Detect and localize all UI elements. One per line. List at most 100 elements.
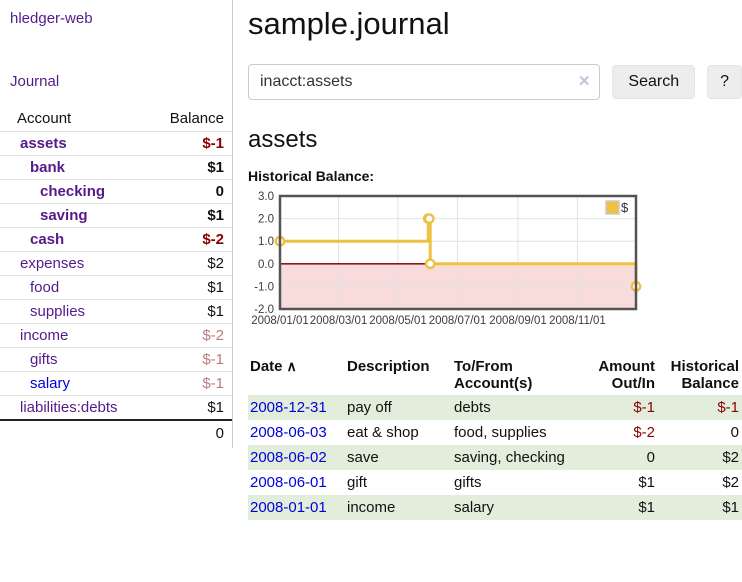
register-amount: 0 [574,445,658,470]
account-row: gifts $-1 [0,347,232,372]
account-balance: $-1 [142,347,232,372]
svg-text:0.0: 0.0 [258,259,274,271]
historical-balance-chart: $3.0 2.0 1.0 0.0 -1.0 -2.0 2008/01/01 2008/03/0… [248,191,644,343]
register-date-cell: 2008-06-01 [248,470,345,495]
account-link-checking[interactable]: checking [40,183,106,200]
account-row: assets $-1 [0,131,232,156]
register-balance: $2 [658,445,742,470]
account-link-supplies[interactable]: supplies [30,303,86,320]
account-link-income[interactable]: income [20,327,69,344]
register-header-tofrom: To/From Account(s) [454,358,533,392]
sidebar: hledger-web Journal Account Balance asse… [0,0,233,448]
svg-text:2008/09/01: 2008/09/01 [489,315,547,327]
search-input[interactable] [248,64,601,100]
svg-text:2.0: 2.0 [258,214,274,226]
account-balance: $-2 [142,227,232,252]
register-amount: $1 [574,495,658,520]
register-description: income [345,495,452,520]
account-row: income $-2 [0,323,232,348]
register-balance: $1 [658,495,742,520]
chart-label: Historical Balance: [248,168,375,184]
register-balance: $2 [722,474,739,491]
transaction-date-link[interactable]: 2008-06-03 [250,424,327,441]
account-row: supplies $1 [0,299,232,324]
svg-text:2008/01/01: 2008/01/01 [251,315,309,327]
accounts-total-spacer [0,419,143,446]
register-accounts: salary [452,495,574,520]
register-header-amount: Amount Out/In [598,358,655,392]
nav-journal-link[interactable]: Journal [10,73,60,90]
account-balance: $-1 [142,131,232,156]
register-row: 2008-01-01 income salary $1 $1 [248,495,742,520]
search-form: ✕ Search ? [248,64,742,100]
register-accounts: debts [452,395,574,420]
page: hledger-web Journal Account Balance asse… [0,0,742,532]
account-balance: $1 [142,299,232,324]
transaction-date-link[interactable]: 2008-06-02 [250,449,327,466]
register-date-cell: 2008-06-03 [248,420,345,445]
account-link-food[interactable]: food [30,279,60,296]
account-link-saving[interactable]: saving [40,207,88,224]
accounts-total-value: 0 [142,419,232,446]
app-title-link[interactable]: hledger-web [10,10,93,27]
account-balance: $-2 [142,323,232,348]
register-amount: $1 [638,474,655,491]
account-row: cash $-2 [0,227,232,252]
register-accounts: gifts [454,474,482,491]
register-header-balance: Historical Balance [670,358,739,392]
account-link-cash[interactable]: cash [30,231,65,248]
register-amount: $-2 [633,424,655,441]
clear-search-icon[interactable]: ✕ [577,73,591,90]
account-link-expenses[interactable]: expenses [20,255,85,272]
search-help-button[interactable]: ? [707,65,742,99]
transaction-date-link[interactable]: 2008-06-01 [250,474,327,491]
account-row: expenses $2 [0,251,232,276]
transaction-date-link[interactable]: 2008-01-01 [250,499,327,516]
register-date-cell: 2008-01-01 [248,495,345,520]
accounts-header-row: Account Balance [0,106,232,132]
register-description: save [345,445,452,470]
account-link-salary[interactable]: salary [30,375,71,392]
account-balance: $-1 [142,371,232,396]
register-balance: 0 [730,424,739,441]
svg-text:2008/03/01: 2008/03/01 [310,315,368,327]
account-heading: assets [248,126,318,153]
account-balance: $1 [142,203,232,228]
register-accounts: food, supplies [454,424,547,441]
register-header-description: Description [347,358,430,375]
register-row: 2008-06-01 gift gifts $1 $2 [248,470,742,495]
register-description: pay off [345,395,452,420]
svg-text:-1.0: -1.0 [254,281,274,293]
transaction-date-link[interactable]: 2008-12-31 [250,399,327,416]
register-description: gift [347,474,368,491]
register-header-row: Date ∧ Description To/From Account(s) Amo… [248,355,742,395]
account-link-liabilities-debts[interactable]: liabilities:debts [20,399,118,416]
svg-text:2008/07/01: 2008/07/01 [429,315,487,327]
register-amount: $-1 [574,395,658,420]
register-description: eat & shop [347,424,419,441]
account-link-assets[interactable]: assets [20,135,67,152]
account-row: salary $-1 [0,371,232,396]
svg-text:-2.0: -2.0 [254,304,274,316]
register-accounts: saving, checking [452,445,574,470]
svg-text:2008/11/01: 2008/11/01 [549,315,606,327]
svg-text:2008/05/01: 2008/05/01 [369,315,427,327]
account-link-gifts[interactable]: gifts [30,351,58,368]
register-date-cell: 2008-06-02 [248,445,345,470]
account-balance: $1 [142,155,232,180]
page-title: sample.journal [248,6,450,41]
account-row: checking 0 [0,179,232,204]
account-link-bank[interactable]: bank [30,159,66,176]
register-balance: $-1 [658,395,742,420]
accounts-header-account: Account [0,106,143,132]
account-balance: $2 [142,251,232,276]
accounts-header-balance: Balance [142,106,232,132]
svg-text:3.0: 3.0 [258,191,274,203]
register-row: 2008-06-02 save saving, checking 0 $2 [248,445,742,470]
search-button[interactable]: Search [612,65,696,99]
account-balance: $1 [142,275,232,300]
main-content: sample.journal ✕ Search ? assets Histori… [233,0,742,532]
register-header-date: Date ∧ [250,358,297,375]
sort-ascending-icon: ∧ [286,358,297,374]
